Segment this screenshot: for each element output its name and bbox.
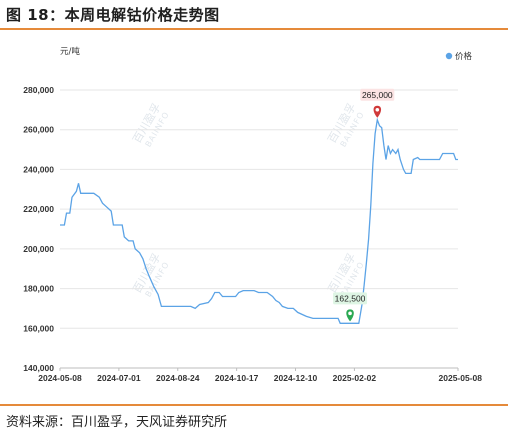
y-tick-label: 180,000 [23, 284, 54, 294]
pin-marker-icon [373, 105, 382, 118]
figure-source: 资料来源：百川盈孚，天风证券研究所 [6, 415, 228, 430]
x-tick-label: 2025-05-08 [439, 373, 483, 383]
x-tick-label: 2024-05-08 [38, 373, 82, 383]
legend: 价格 [445, 51, 473, 62]
y-tick-label: 260,000 [23, 125, 54, 135]
title-rule [0, 28, 508, 30]
annotation-265000: 265,000 [360, 88, 395, 118]
x-tick-label: 2025-02-02 [333, 373, 377, 383]
pin-dot [375, 107, 380, 112]
x-tick-label: 2024-07-01 [97, 373, 141, 383]
pin-marker-icon [346, 309, 354, 322]
gridlines [60, 89, 458, 369]
y-tick-label: 240,000 [23, 164, 54, 174]
value-label-box [333, 292, 368, 305]
value-label-box [360, 88, 395, 101]
legend-label: 价格 [455, 51, 473, 62]
y-axis-unit: 元/吨 [60, 46, 80, 57]
x-tick-label: 2024-12-10 [274, 373, 318, 383]
value-label: 162,500 [335, 293, 366, 303]
value-label: 265,000 [362, 90, 393, 100]
series-line-price [60, 117, 458, 324]
source-rule [0, 404, 508, 406]
x-tick-label: 2024-08-24 [156, 373, 200, 383]
x-tick-labels: 2024-05-08 2024-07-01 2024-08-24 2024-10-17… [38, 368, 482, 383]
annotation-162500: 162,500 [333, 292, 368, 322]
y-tick-label: 280,000 [23, 85, 54, 95]
pin-dot [348, 311, 352, 316]
annotations: 265,000 162,500 [333, 88, 395, 322]
x-tick-label: 2024-10-17 [215, 373, 259, 383]
y-tick-label: 220,000 [23, 204, 54, 214]
y-tick-label: 140,000 [23, 363, 54, 373]
y-tick-label: 200,000 [23, 244, 54, 254]
legend-marker [445, 52, 453, 60]
figure-title: 图 18：本周电解钴价格走势图 [6, 6, 220, 24]
y-tick-labels: 140,000 160,000 180,000 200,000 220,000 240,0… [23, 85, 54, 373]
y-tick-label: 160,000 [23, 323, 54, 333]
